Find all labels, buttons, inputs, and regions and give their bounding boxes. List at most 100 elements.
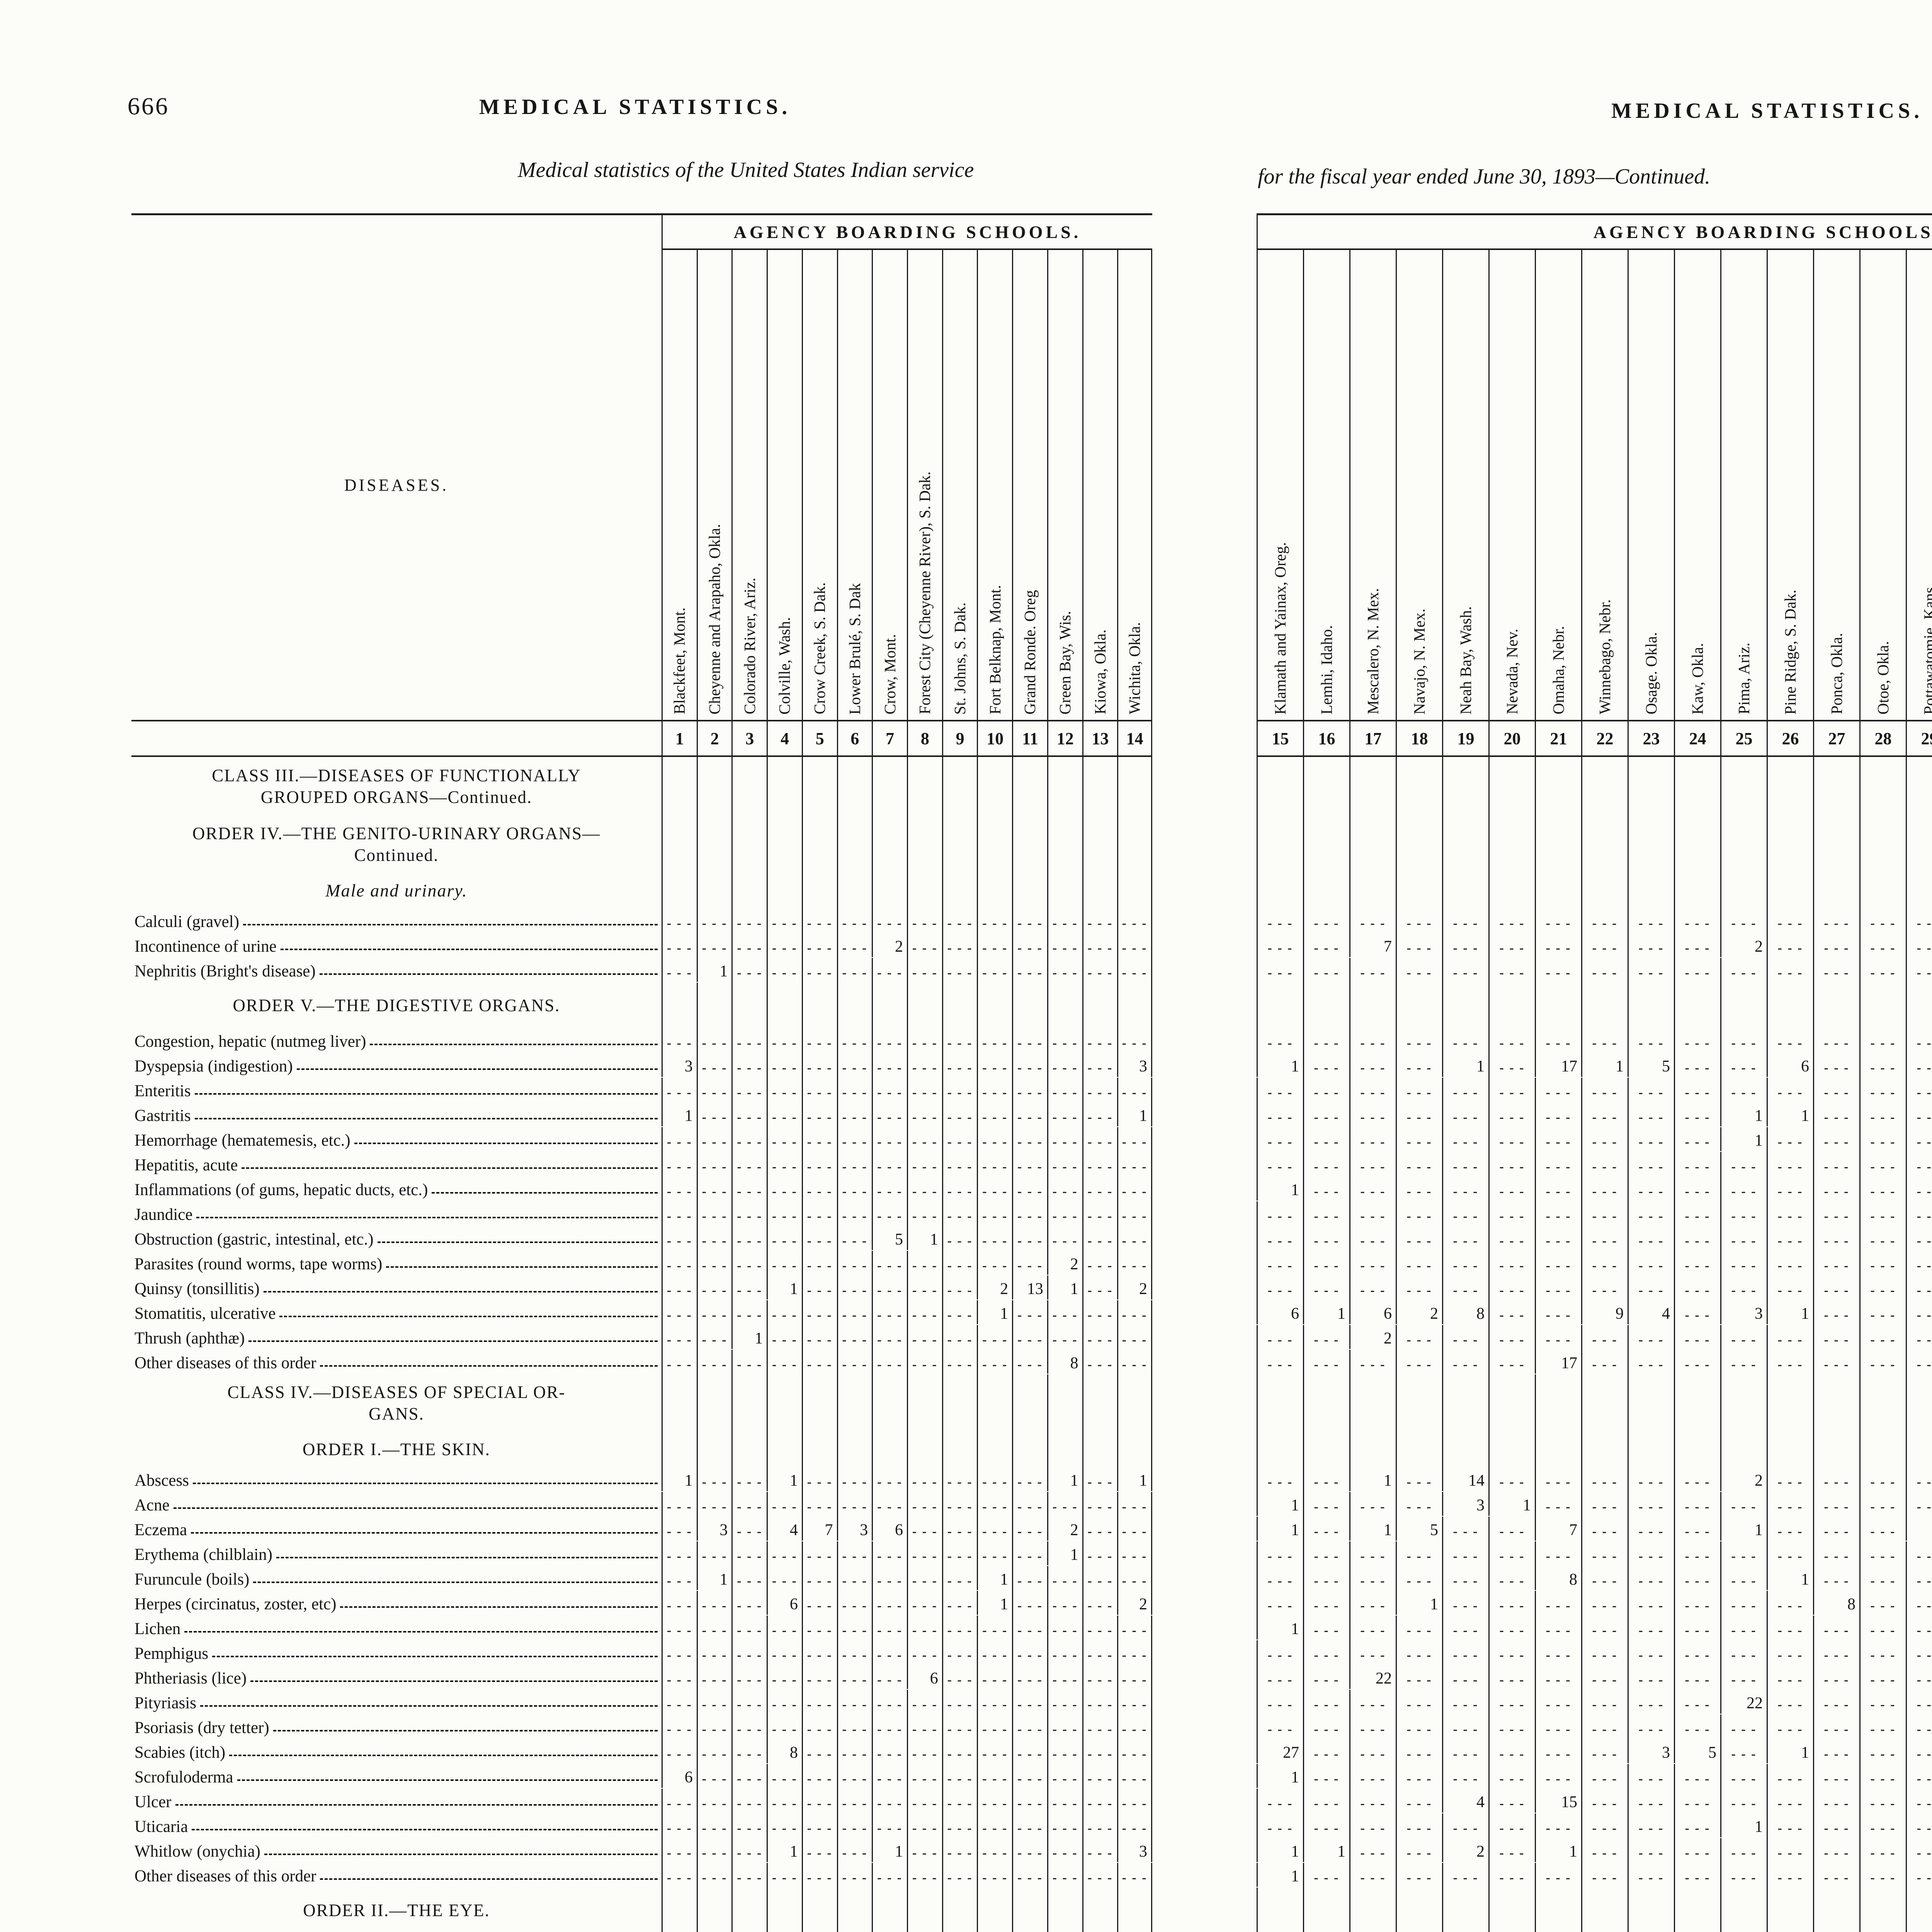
heading-band-cell: [1349, 1374, 1396, 1432]
empty-cell: - - -: [1720, 1028, 1767, 1053]
empty-cell: - - -: [1767, 1177, 1813, 1201]
empty-cell: - - -: [1906, 1616, 1932, 1640]
empty-cell: - - -: [1767, 1492, 1813, 1517]
column-header-7: Crow, Mont.: [872, 250, 907, 720]
heading-band-cell: [1442, 816, 1488, 873]
empty-cell: - - -: [977, 1028, 1012, 1053]
empty-cell: - - -: [1257, 1152, 1303, 1177]
empty-cell: - - -: [872, 1127, 907, 1152]
empty-cell: - - -: [731, 1102, 767, 1127]
heading-band-cell: [872, 757, 907, 816]
value-cell: 8: [1442, 1300, 1488, 1324]
empty-cell: - - -: [1396, 1102, 1442, 1127]
empty-cell: - - -: [1628, 1028, 1674, 1053]
value-cell: 1: [1767, 1102, 1813, 1126]
heading-band-cell: [837, 757, 872, 816]
heading-band-cell: [1906, 1374, 1932, 1432]
disease-label-text: Abscess: [134, 1471, 189, 1490]
empty-cell: - - -: [872, 1251, 907, 1276]
disease-label-text: Parasites (round worms, tape worms): [134, 1255, 383, 1273]
column-number-28: 28: [1859, 720, 1906, 757]
empty-cell: - - -: [872, 1102, 907, 1127]
empty-cell: - - -: [872, 1863, 907, 1888]
empty-cell: - - -: [977, 1152, 1012, 1177]
empty-cell: - - -: [1674, 1350, 1720, 1374]
empty-cell: - - -: [1813, 1492, 1859, 1517]
empty-cell: - - -: [907, 1102, 942, 1127]
empty-cell: - - -: [1012, 1838, 1047, 1863]
empty-cell: - - -: [801, 908, 837, 933]
empty-cell: - - -: [1396, 1127, 1442, 1152]
column-header-text: Grand Ronde. Oreg: [1021, 590, 1039, 714]
empty-cell: - - -: [1396, 1665, 1442, 1690]
empty-cell: - - -: [1813, 1813, 1859, 1838]
empty-cell: - - -: [1442, 1665, 1488, 1690]
empty-cell: - - -: [1674, 1467, 1720, 1492]
column-header-text: Osage. Okla.: [1642, 632, 1660, 714]
empty-cell: - - -: [1813, 958, 1859, 983]
empty-cell: - - -: [942, 1764, 977, 1789]
empty-cell: - - -: [1047, 1177, 1082, 1201]
empty-cell: - - -: [1674, 1251, 1720, 1276]
value-cell: 2: [1720, 1467, 1767, 1491]
empty-cell: - - -: [1581, 1350, 1628, 1374]
empty-cell: - - -: [1720, 1251, 1767, 1276]
column-header-text: Omaha, Nebr.: [1549, 626, 1567, 714]
empty-cell: - - -: [977, 1078, 1012, 1102]
empty-cell: - - -: [1303, 1690, 1349, 1714]
empty-cell: - - -: [1674, 1201, 1720, 1226]
empty-cell: - - -: [837, 1789, 872, 1813]
empty-cell: - - -: [1859, 1276, 1906, 1300]
value-cell: 1: [1303, 1300, 1349, 1324]
value-cell: 1: [1257, 1863, 1303, 1887]
empty-cell: - - -: [907, 1714, 942, 1739]
heading-band-cell: [696, 983, 732, 1028]
empty-cell: - - -: [767, 958, 802, 983]
heading-band-cell: [977, 757, 1012, 816]
empty-cell: - - -: [1349, 1813, 1396, 1838]
empty-cell: - - -: [1859, 1325, 1906, 1350]
empty-cell: - - -: [977, 1177, 1012, 1201]
heading-band-cell: [662, 816, 697, 873]
value-cell: 1: [1117, 1467, 1152, 1491]
empty-cell: - - -: [662, 1177, 697, 1201]
heading-band-cell: [977, 983, 1012, 1028]
empty-cell: - - -: [1012, 1517, 1047, 1541]
empty-cell: - - -: [767, 1640, 802, 1665]
empty-cell: - - -: [872, 1492, 907, 1517]
disease-label: Ulcer: [131, 1789, 662, 1813]
heading-band-cell: [662, 757, 697, 816]
value-cell: 2: [1349, 1325, 1396, 1349]
empty-cell: - - -: [1859, 1616, 1906, 1640]
empty-cell: - - -: [662, 1789, 697, 1813]
heading-band-cell: [1767, 1374, 1813, 1432]
empty-cell: - - -: [767, 1566, 802, 1591]
empty-cell: - - -: [1767, 1789, 1813, 1813]
empty-cell: - - -: [1720, 1201, 1767, 1226]
empty-cell: - - -: [837, 1665, 872, 1690]
empty-cell: - - -: [1674, 1053, 1720, 1078]
empty-cell: - - -: [1813, 908, 1859, 933]
column-header-text: Klamath and Yainax, Oreg.: [1271, 542, 1289, 714]
empty-cell: - - -: [1535, 1325, 1581, 1350]
empty-cell: - - -: [1396, 1566, 1442, 1591]
empty-cell: - - -: [1257, 1665, 1303, 1690]
disease-label-text: Pityriasis: [134, 1694, 197, 1712]
empty-cell: - - -: [1906, 1863, 1932, 1888]
empty-cell: - - -: [1442, 1863, 1488, 1888]
empty-cell: - - -: [1767, 1813, 1813, 1838]
column-header-29: Pottawatomie, Kans.: [1906, 250, 1932, 720]
disease-label: Whitlow (onychia): [131, 1838, 662, 1862]
empty-cell: - - -: [1535, 1300, 1581, 1325]
heading-band-cell: [1442, 1888, 1488, 1932]
empty-cell: - - -: [1674, 1789, 1720, 1813]
empty-cell: - - -: [1257, 908, 1303, 933]
empty-cell: - - -: [1581, 908, 1628, 933]
empty-cell: - - -: [1767, 1127, 1813, 1152]
disease-label: Scabies (itch): [131, 1739, 662, 1763]
heading-band-cell: [1082, 1374, 1117, 1432]
disease-label-text: Eczema: [134, 1521, 187, 1539]
empty-cell: - - -: [731, 1517, 767, 1541]
empty-cell: - - -: [662, 908, 697, 933]
empty-cell: - - -: [1813, 1177, 1859, 1201]
